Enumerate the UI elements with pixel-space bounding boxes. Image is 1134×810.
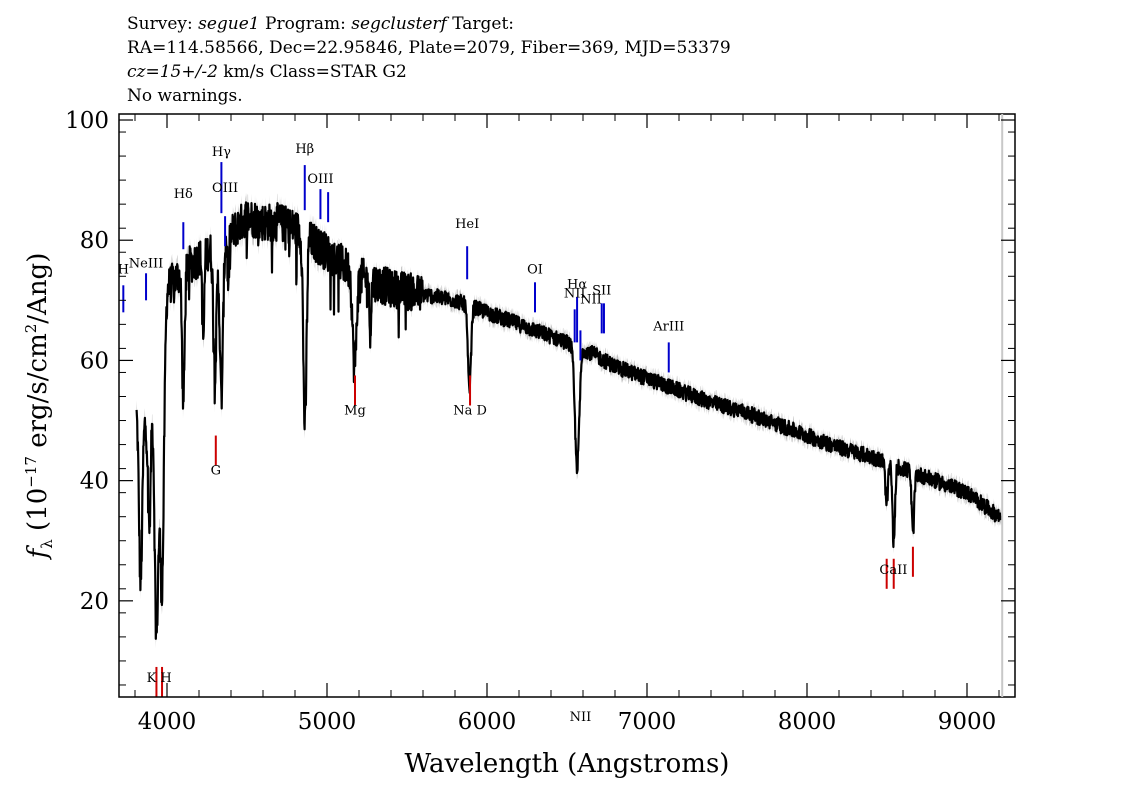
survey-name: segue1 bbox=[198, 14, 260, 34]
emission-line-label: ArIII bbox=[652, 319, 684, 334]
x-tick-label: 6000 bbox=[458, 709, 517, 735]
plot-frame bbox=[118, 113, 1016, 698]
survey-label: Survey: bbox=[127, 14, 193, 34]
y-tick-label: 60 bbox=[80, 348, 109, 374]
x-tick-label: 8000 bbox=[778, 709, 837, 735]
x-tick-label: 9000 bbox=[938, 709, 997, 735]
emission-line-label: OI bbox=[527, 262, 543, 277]
y-tick-label: 100 bbox=[65, 108, 109, 134]
redshift-value: cz=15+/-2 bbox=[127, 62, 218, 82]
header-line-1: Survey: segue1 Program: segclusterf Targ… bbox=[127, 12, 731, 36]
y-tick-label: 40 bbox=[80, 469, 109, 495]
emission-line-label: NII bbox=[564, 286, 586, 301]
emission-line-label: NII bbox=[570, 710, 592, 725]
emission-line-label: Hδ bbox=[174, 187, 193, 202]
x-axis-label: Wavelength (Angstroms) bbox=[405, 749, 730, 779]
y-tick-label: 20 bbox=[80, 589, 109, 615]
program-name: segclusterf bbox=[351, 14, 447, 34]
emission-line-label: NII bbox=[580, 292, 602, 307]
y-axis-label: fλ (10−17 erg/s/cm2/Ang) bbox=[22, 253, 56, 561]
error-band-area bbox=[136, 192, 1002, 649]
program-label: Program: bbox=[265, 14, 346, 34]
header-line-4: No warnings. bbox=[127, 86, 243, 106]
header-line-2: RA=114.58566, Dec=22.95846, Plate=2079, … bbox=[127, 38, 731, 58]
emission-line-label: Hβ bbox=[295, 142, 314, 157]
absorption-line-label: Mg bbox=[344, 404, 366, 419]
target-label: Target: bbox=[452, 14, 515, 34]
emission-line-label: Hα bbox=[567, 277, 587, 292]
class-info: km/s Class=STAR G2 bbox=[223, 62, 407, 82]
axes: 4000 5000 6000 7000 8000 9000 20 40 60 80 100 bbox=[65, 108, 1015, 735]
spectrum-header: Survey: segue1 Program: segclusterf Targ… bbox=[127, 12, 731, 108]
emission-line-label: NeIII bbox=[129, 256, 163, 271]
header-line-3: cz=15+/-2 km/s Class=STAR G2 bbox=[127, 60, 731, 84]
x-tick-label: 7000 bbox=[618, 709, 677, 735]
y-tick-label: 80 bbox=[80, 228, 109, 254]
emission-line-label: Hγ bbox=[212, 145, 231, 160]
emission-line-label: OIII bbox=[212, 181, 238, 196]
emission-line-label: HeI bbox=[455, 217, 479, 232]
emission-line-label: SII bbox=[592, 283, 611, 298]
x-tick-label: 5000 bbox=[298, 709, 357, 735]
spectrum-series bbox=[135, 201, 1003, 640]
error-band bbox=[136, 192, 1002, 649]
absorption-line-label: Na D bbox=[453, 404, 487, 419]
emission-line-label: H bbox=[118, 262, 129, 277]
absorption-line-label: CaII bbox=[879, 563, 907, 578]
line-markers: H NeIIIHδHγOIIIHβOIIIHeIOINIIHαNIINIISIIA… bbox=[118, 142, 914, 725]
spectrum-line bbox=[135, 201, 1003, 640]
absorption-line-label: K H bbox=[147, 671, 172, 686]
emission-line-label: OIII bbox=[307, 172, 333, 187]
absorption-line-label: G bbox=[211, 464, 221, 479]
x-tick-label: 4000 bbox=[138, 709, 197, 735]
